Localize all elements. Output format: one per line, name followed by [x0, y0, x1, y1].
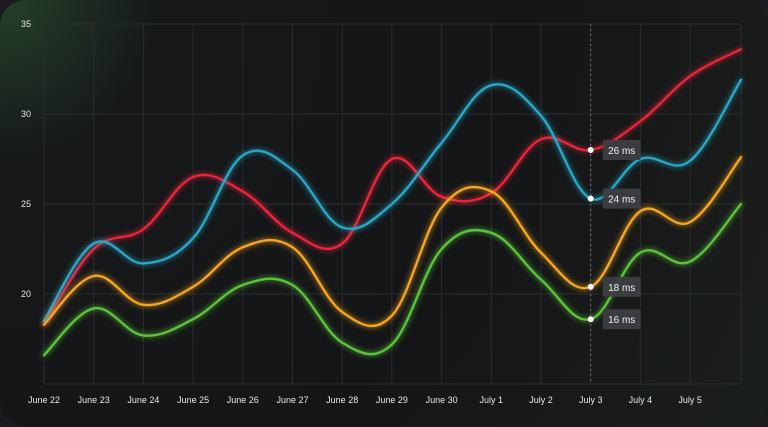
- y-tick-label: 20: [21, 289, 31, 299]
- tooltip-badge-blue: [602, 188, 641, 209]
- x-tick-label: July 3: [579, 395, 603, 405]
- y-tick-label: 25: [21, 199, 31, 209]
- x-tick-label: July 1: [480, 395, 504, 405]
- x-tick-label: July 5: [678, 395, 702, 405]
- tooltip-label-red: 26 ms: [608, 146, 635, 157]
- x-tick-label: June 25: [177, 395, 209, 405]
- series-line-red[interactable]: [42, 48, 743, 326]
- tooltip-badge-red: [602, 140, 641, 160]
- hover-point-yellow: [587, 283, 594, 290]
- y-tick-label: 30: [21, 109, 31, 119]
- y-tick-label: 35: [21, 19, 31, 29]
- tooltips: 26 ms 24 ms 18 ms 16 ms: [587, 140, 641, 330]
- hover-point-red: [587, 147, 594, 153]
- x-tick-label: June 28: [326, 395, 358, 405]
- tooltip-badge-green: [602, 309, 641, 330]
- tooltip-label-blue: 24 ms: [608, 195, 635, 206]
- series-line-yellow[interactable]: [42, 156, 743, 328]
- y-axis-ticks: 20 25 30 35: [21, 19, 31, 299]
- hover-point-green: [587, 316, 594, 323]
- x-tick-label: June 27: [276, 395, 308, 405]
- tooltip-label-yellow: 18 ms: [608, 283, 635, 294]
- x-tick-label: July 2: [529, 395, 553, 405]
- x-tick-label: June 22: [28, 395, 60, 405]
- x-axis-ticks: June 22 June 23 June 24 June 25 June 26 June …: [28, 395, 702, 405]
- series-lines: [42, 48, 743, 357]
- tooltip-label-green: 16 ms: [608, 315, 635, 326]
- series-line-blue[interactable]: [42, 78, 743, 323]
- series-line-green[interactable]: [42, 202, 743, 357]
- hover-point-blue: [587, 195, 594, 202]
- x-tick-label: June 23: [78, 395, 110, 405]
- x-tick-label: June 29: [376, 395, 408, 405]
- x-tick-label: June 26: [227, 395, 259, 405]
- tooltip-badge-yellow: [602, 276, 641, 297]
- x-tick-label: June 24: [127, 395, 159, 405]
- x-tick-label: July 4: [629, 395, 653, 405]
- x-tick-label: June 30: [426, 395, 458, 405]
